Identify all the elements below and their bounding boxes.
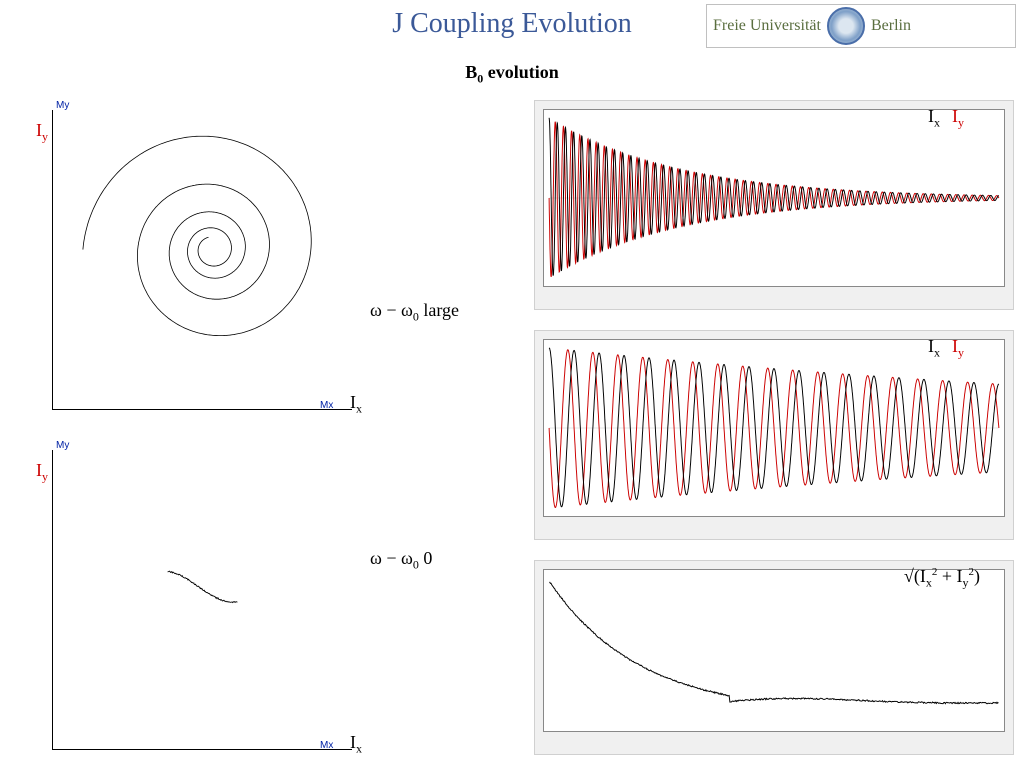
my-axis-label-2: My xyxy=(56,440,69,451)
legend-1: Ix Iy xyxy=(928,106,964,131)
spiral-plot-zero-offset xyxy=(52,450,352,750)
page-title: J Coupling Evolution xyxy=(392,8,632,40)
fid-panel-slow xyxy=(534,330,1014,540)
condition-large: ω − ω0 large xyxy=(370,300,459,325)
legend-ix-2: Ix xyxy=(928,336,940,356)
legend-ix-1: Ix xyxy=(928,106,940,126)
mx-axis-label-1: Mx xyxy=(320,400,333,411)
iy-label-2: Iy xyxy=(36,460,48,485)
fid-panel-fast xyxy=(534,100,1014,310)
spiral-plot-large-offset xyxy=(52,110,352,410)
uni-text-right: Berlin xyxy=(871,17,911,35)
my-axis-label-1: My xyxy=(56,100,69,111)
condition-zero: ω − ω0 0 xyxy=(370,548,432,573)
uni-text-left: Freie Universität xyxy=(713,17,821,35)
legend-magnitude: √(Ix2 + Iy2) xyxy=(904,566,980,591)
subtitle: B0 evolution xyxy=(465,62,559,87)
legend-iy-1: Iy xyxy=(952,106,964,126)
iy-label-1: Iy xyxy=(36,120,48,145)
ix-label-2: Ix xyxy=(350,732,362,757)
mx-axis-label-2: Mx xyxy=(320,740,333,751)
university-logo: Freie Universität Berlin xyxy=(706,4,1016,48)
ix-label-1: Ix xyxy=(350,392,362,417)
uni-seal-icon xyxy=(827,7,865,45)
legend-iy-2: Iy xyxy=(952,336,964,356)
legend-2: Ix Iy xyxy=(928,336,964,361)
